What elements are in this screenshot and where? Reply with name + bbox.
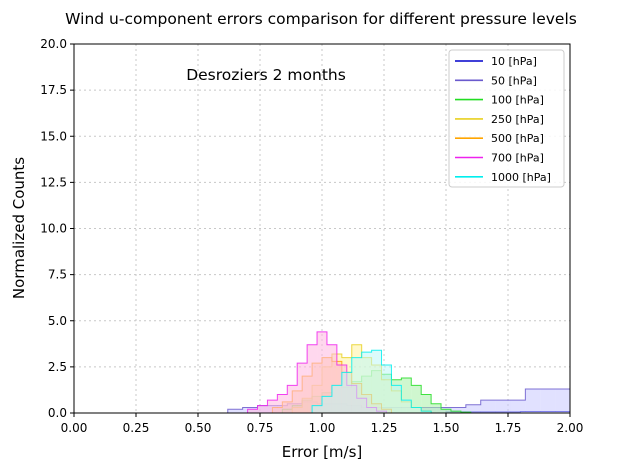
histogram-bar: [277, 394, 288, 413]
x-tick-label: 2.00: [557, 421, 584, 435]
legend-entry: 700 [hPa]: [491, 152, 544, 165]
histogram-bar: [381, 365, 392, 413]
histogram-bar: [297, 363, 308, 413]
y-axis-ticks: 0.0 2.5 5.0 7.5 10.0 12.5 15.0 17.5 20.0: [40, 37, 74, 420]
histogram-bar: [465, 404, 481, 413]
histogram-bar: [361, 352, 372, 413]
histogram-bar: [540, 389, 556, 413]
y-tick-label: 5.0: [48, 314, 67, 328]
x-tick-label: 1.75: [495, 421, 522, 435]
histogram-bar: [401, 377, 412, 413]
y-tick-label: 0.0: [48, 406, 67, 420]
y-tick-label: 15.0: [40, 129, 67, 143]
y-tick-label: 12.5: [40, 175, 67, 189]
histogram-bar: [510, 400, 526, 413]
y-tick-label: 7.5: [48, 268, 67, 282]
histogram-bar: [431, 403, 442, 413]
histogram-bar: [247, 409, 258, 413]
legend-entry: 10 [hPa]: [491, 55, 537, 68]
histogram-bar: [267, 400, 278, 413]
legend-entry: 250 [hPa]: [491, 113, 544, 126]
x-tick-label: 0.00: [61, 421, 88, 435]
x-tick-label: 1.00: [309, 421, 336, 435]
x-axis-label: Error [m/s]: [282, 443, 363, 461]
chart-annotation: Desroziers 2 months: [186, 66, 346, 84]
legend-entry: 50 [hPa]: [491, 74, 537, 87]
histogram-bar: [525, 389, 541, 413]
y-tick-label: 10.0: [40, 222, 67, 236]
x-tick-label: 0.75: [247, 421, 274, 435]
histogram-bar: [371, 350, 382, 413]
histogram-bar: [391, 385, 402, 413]
legend-entry: 100 [hPa]: [491, 94, 544, 107]
x-tick-label: 0.50: [185, 421, 212, 435]
histogram-bar: [341, 372, 352, 413]
y-tick-label: 17.5: [40, 83, 67, 97]
histogram-bar: [411, 407, 422, 413]
histogram-bar: [351, 357, 362, 413]
series-1000-hpa-: [311, 349, 432, 413]
x-tick-label: 1.50: [433, 421, 460, 435]
x-tick-label: 0.25: [123, 421, 150, 435]
histogram-bar: [287, 385, 298, 413]
histogram-bar: [331, 385, 342, 413]
histogram-bar: [421, 411, 432, 413]
legend-box: [448, 49, 565, 188]
legend-entry: 1000 [hPa]: [491, 171, 551, 184]
histogram-bar: [450, 411, 461, 413]
y-tick-label: 2.5: [48, 360, 67, 374]
histogram-bar: [495, 400, 511, 413]
histogram-outline: [311, 349, 432, 413]
x-tick-label: 1.25: [371, 421, 398, 435]
histogram-bar: [307, 344, 318, 413]
x-axis-ticks: 0.00 0.25 0.50 0.75 1.00 1.25 1.50 1.75 2.00: [61, 413, 584, 435]
histogram-bar: [555, 389, 570, 413]
histogram-bar: [441, 409, 451, 413]
histogram-bar: [421, 394, 432, 413]
histogram-bar: [312, 405, 322, 413]
legend-entry: 500 [hPa]: [491, 132, 544, 145]
histogram-bar: [317, 331, 327, 413]
histogram-bars: [227, 331, 571, 413]
y-tick-label: 20.0: [40, 37, 67, 51]
histogram-bar: [257, 405, 268, 413]
histogram-bar: [322, 396, 332, 413]
histogram-bar: [326, 344, 337, 413]
y-axis-label: Normalized Counts: [10, 157, 28, 299]
histogram-bar: [480, 400, 496, 413]
histogram-bar: [227, 409, 243, 413]
histogram-bar: [401, 400, 412, 413]
chart-title: Wind u-component errors comparison for d…: [65, 10, 577, 28]
histogram-bar: [411, 385, 422, 413]
legend: 10 [hPa] 50 [hPa] 100 [hPa] 250 [hPa] 500 [h…: [448, 49, 565, 188]
histogram-bar: [450, 407, 466, 413]
